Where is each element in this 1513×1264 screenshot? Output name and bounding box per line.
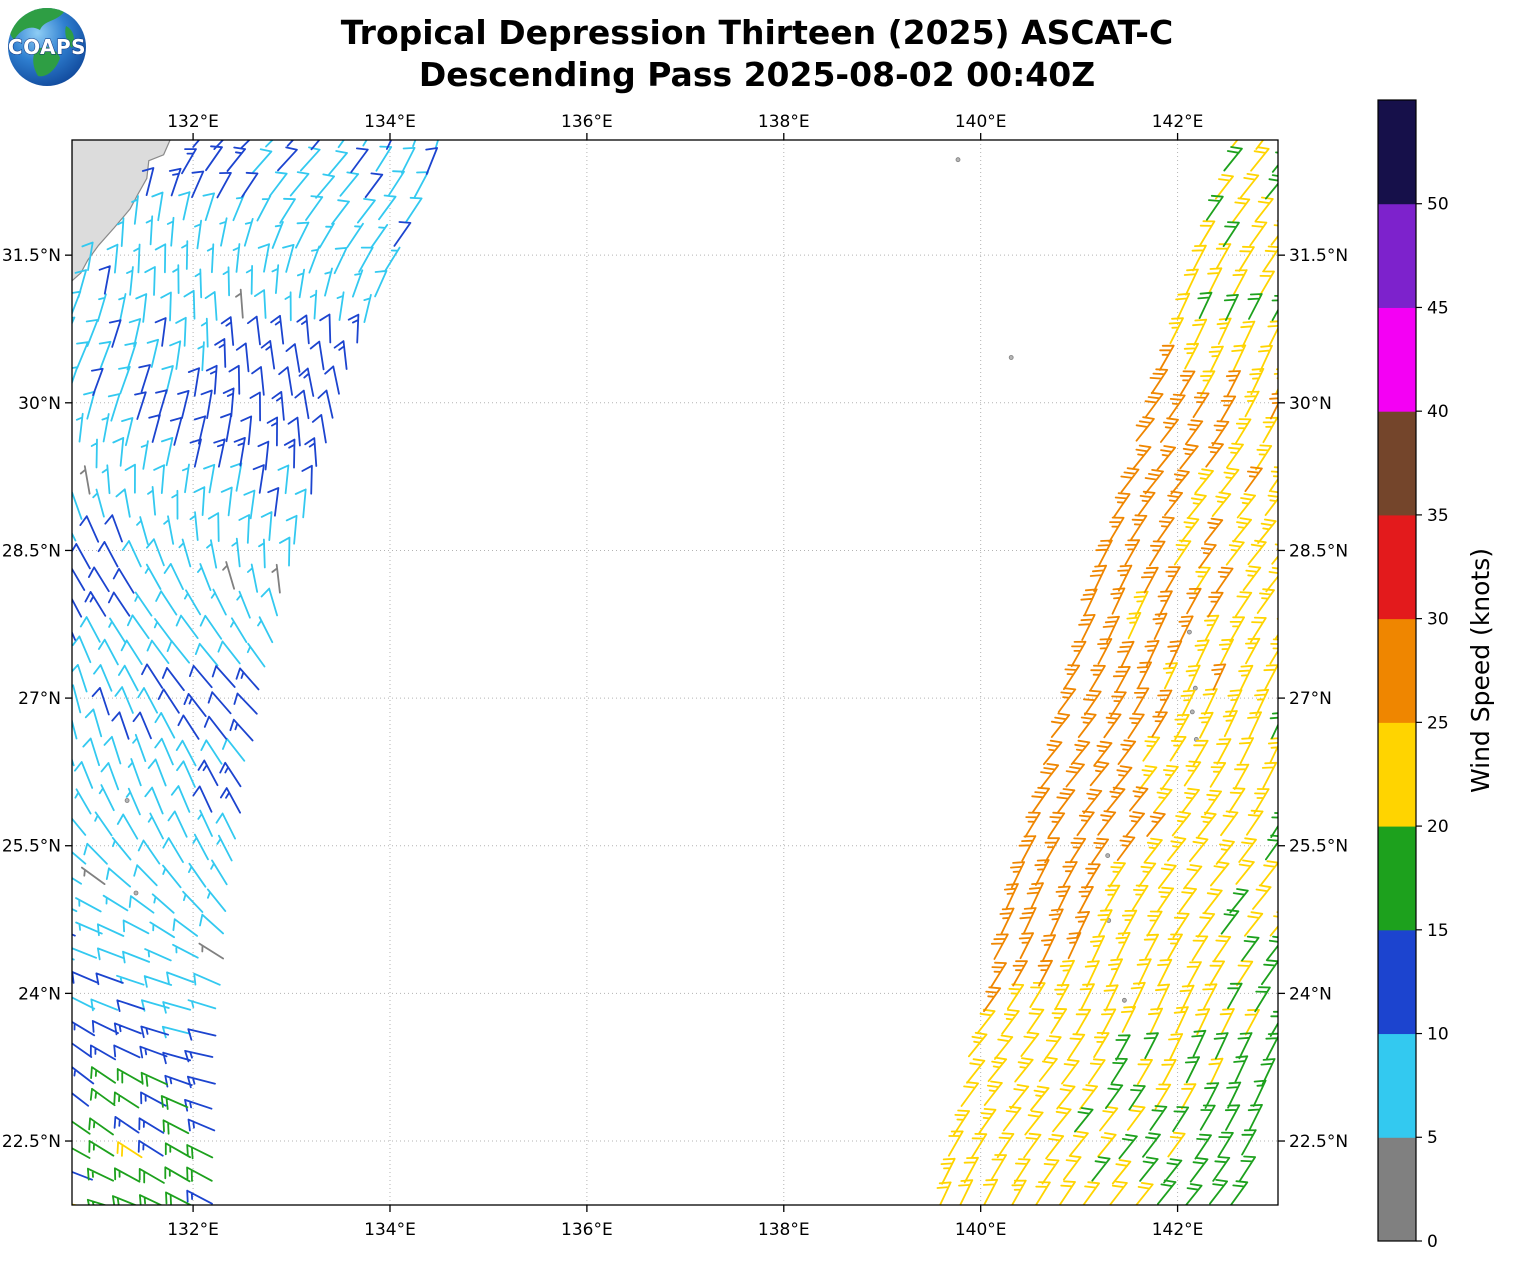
x-tick-label-bottom: 140°E [955,1220,1007,1240]
land-kyushu [72,140,171,282]
chart-title: Tropical Depression Thirteen (2025) ASCA… [341,13,1173,52]
colorbar-tick-label: 20 [1427,817,1449,837]
wind-barbs-east-swath [936,140,1278,1205]
colorbar: 0 5 10 15 20 25 30 35 40 45 50 Wind Speed (knots) [1377,99,1495,1252]
colorbar-tick-label: 35 [1427,506,1449,526]
colorbar-axis-label: Wind Speed (knots) [1466,548,1495,793]
wind-barb-set [1074,146,1278,1205]
y-tick-label-left: 25.5°N [2,837,61,857]
colorbar-segment [1378,203,1416,308]
colorbar-tick-label: 45 [1427,298,1449,318]
colorbar-segment [1378,1137,1416,1242]
colorbar-tick-label: 50 [1427,195,1449,215]
y-tick-label-left: 31.5°N [2,246,61,266]
colorbar-segment [1378,826,1416,931]
x-tick-label-bottom: 142°E [1152,1220,1204,1240]
x-tick-label-top: 132°E [167,112,219,132]
wind-barb-set [72,1141,143,1205]
island [1008,355,1014,360]
y-tick-label-right: 30°N [1289,394,1332,414]
x-tick-label-top: 142°E [1152,112,1204,132]
wind-barb-set [72,140,440,1039]
colorbar-segment [1378,1033,1416,1138]
island [1122,997,1127,1003]
colorbar-tick-label: 15 [1427,921,1449,941]
y-tick-label-right: 28.5°N [1289,541,1348,561]
island [1192,685,1198,691]
island [133,890,139,896]
y-tick-label-right: 24°N [1289,984,1332,1004]
x-tick-label-bottom: 138°E [758,1220,810,1240]
x-tick-label-bottom: 136°E [561,1220,613,1240]
island [124,798,130,803]
island [1187,629,1192,635]
x-tick-label-top: 140°E [955,112,1007,132]
wind-barb-set [936,140,1278,1205]
y-tick-label-left: 24°N [18,984,61,1004]
y-tick-label-right: 27°N [1289,689,1332,709]
x-tick-label-bottom: 134°E [364,1220,416,1240]
colorbar-tick-label: 25 [1427,713,1449,733]
map-data-layer [72,140,1278,1205]
axes: 132°E 132°E 134°E 134°E 136°E 136°E 138°E 138°E… [2,112,1348,1240]
map-plot: 132°E 132°E 134°E 134°E 136°E 136°E 138°E 138°E… [2,112,1348,1240]
wind-barb-set [79,288,281,960]
x-tick-label-top: 136°E [561,112,613,132]
chart-subtitle: Descending Pass 2025-08-02 00:40Z [419,55,1095,94]
x-tick-label-top: 134°E [364,112,416,132]
colorbar-segment [1378,411,1416,516]
logo-continent-south [33,47,60,77]
colorbar-segment [1378,100,1416,205]
logo-continent-east [65,26,74,48]
colorbar-frame [1377,99,1417,1242]
x-tick-label-bottom: 132°E [167,1220,219,1240]
colorbar-tick-label: 30 [1427,610,1449,630]
colorbar-tick-label: 0 [1427,1232,1438,1252]
x-tick-label-top: 138°E [758,112,810,132]
y-tick-label-left: 30°N [18,394,61,414]
grid-lines [72,140,1278,1205]
colorbar-tick-label: 10 [1427,1024,1449,1044]
island [1105,853,1111,858]
y-tick-label-right: 22.5°N [1289,1132,1348,1152]
colorbar-segment [1378,929,1416,1035]
wind-barb-set [72,1066,214,1205]
coaps-logo: COAPS [7,8,86,86]
y-tick-label-left: 22.5°N [2,1132,61,1152]
island [1189,709,1195,715]
colorbar-segment [1378,307,1416,412]
y-tick-label-left: 28.5°N [2,541,61,561]
colorbar-segment [1378,618,1416,723]
logo-text: COAPS [8,35,86,59]
wind-barbs-west-swath [72,140,440,1205]
wind-barb-set [72,140,438,1205]
colorbar-tick-label: 40 [1427,402,1449,422]
wind-barb-set [983,344,1278,1013]
colorbar-tick-label: 5 [1427,1128,1438,1148]
colorbar-segment [1378,514,1416,620]
y-tick-label-left: 27°N [18,689,61,709]
island [955,157,961,163]
colorbar-segment [1378,722,1416,827]
y-tick-label-right: 31.5°N [1289,246,1348,266]
y-tick-label-right: 25.5°N [1289,837,1348,857]
plot-frame [71,139,1279,1206]
